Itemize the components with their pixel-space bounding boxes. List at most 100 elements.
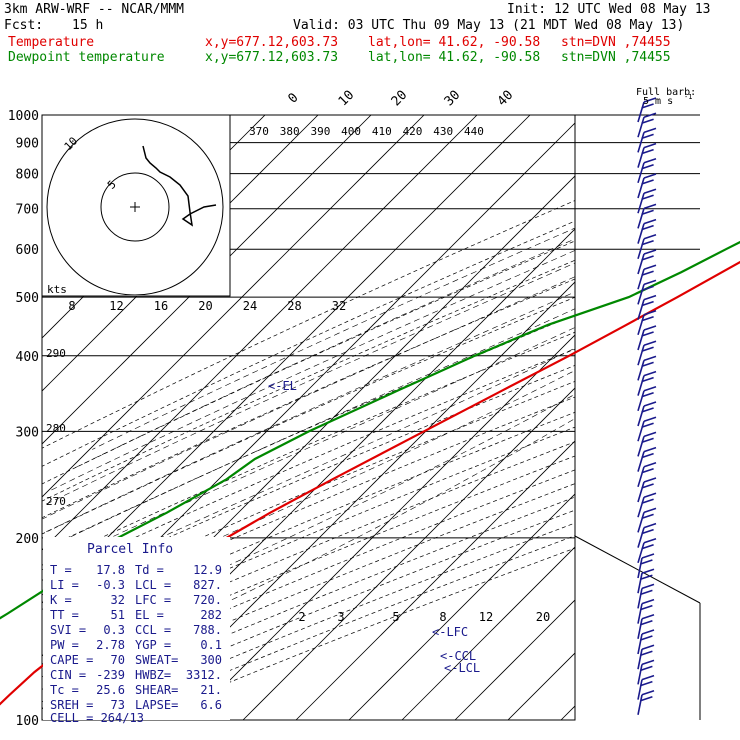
isotherm-label: 20 xyxy=(389,88,411,110)
wind-barb-shaft xyxy=(637,192,645,214)
legend-dewpoint-xy: x,y=677.12,603.73 xyxy=(205,50,339,65)
isotherm-line xyxy=(189,334,575,720)
parcel-info-cell: CAPE = xyxy=(50,653,93,667)
wind-barb-flag xyxy=(641,331,654,337)
wind-barb-flag xyxy=(643,325,657,331)
parcel-info-cell: LI = xyxy=(50,578,79,592)
isotherm-line xyxy=(42,115,531,604)
wind-barb-flag xyxy=(641,598,655,605)
isotherm-line xyxy=(42,115,478,551)
wind-barb-shaft xyxy=(637,694,643,715)
isotherm-line xyxy=(454,599,575,720)
wind-barb-flag xyxy=(643,264,657,270)
wind-barb-flag xyxy=(641,361,654,368)
parcel-info-cell: Td = xyxy=(135,563,164,577)
parcel-level-annotations: <-EL <-LFC <-CCL<-LCL xyxy=(268,379,480,675)
pressure-tick-label: 1000 xyxy=(8,109,39,124)
legend-temperature-latlon: lat,lon= 41.62, -90.58 xyxy=(368,35,541,50)
dry-adiabat xyxy=(42,296,575,535)
mixing-ratio-lines xyxy=(688,102,740,249)
theta-e-label: 380 xyxy=(280,125,300,138)
wind-barb-shaft xyxy=(637,603,643,624)
dry-adiabat xyxy=(42,441,575,665)
legend-dewpoint-name: Dewpoint temperature xyxy=(8,50,165,65)
wind-barb-flag xyxy=(641,553,655,559)
parcel-info-cell: 827. xyxy=(193,578,222,592)
isotherm-line xyxy=(401,546,575,720)
mixing-ratio-label: 28 xyxy=(287,299,301,313)
parcel-info-cell: 6.6 xyxy=(200,698,222,712)
isotherm-line xyxy=(42,115,425,498)
parcel-info-rows: T = 17.8 Td = 12.9 LI = -0.3 LCL = 827. K = 32 LFC… xyxy=(50,563,222,712)
isotherm-label: 0 xyxy=(285,90,301,106)
forecast-hour: 15 h xyxy=(72,18,104,33)
parcel-info-cell: SWEAT= xyxy=(135,653,178,667)
pressure-tick-label: 900 xyxy=(16,137,39,152)
theta-e-label: 430 xyxy=(433,125,453,138)
wind-barb-flag xyxy=(640,604,653,611)
wind-barb-flag xyxy=(641,224,654,231)
moist-adiabat xyxy=(42,308,575,551)
wind-barb-shaft xyxy=(637,451,645,472)
forecast-label: Fcst: xyxy=(4,18,44,33)
parcel-info-cell: 32 xyxy=(111,593,125,607)
wind-barb-flag xyxy=(643,492,657,498)
wind-barb-flag xyxy=(641,392,654,398)
parcel-info-background xyxy=(43,537,230,720)
wind-barb-flag xyxy=(640,650,653,656)
mixing-ratio-label: 12 xyxy=(479,610,493,624)
parcel-info-cell: 3312. xyxy=(186,668,222,682)
wind-barb-shaft xyxy=(637,481,645,503)
wind-barb-shaft xyxy=(637,132,645,153)
barb-legend-title: Full barb: xyxy=(636,87,696,98)
dry-adiabat xyxy=(42,314,575,551)
wind-barb-flag xyxy=(641,452,654,459)
wind-barb-flag xyxy=(641,103,654,109)
theta-e-label: 390 xyxy=(310,125,330,138)
wind-barb-shaft xyxy=(637,588,643,609)
parcel-info-cell: 17.8 xyxy=(96,563,125,577)
isotherm-line xyxy=(348,493,575,720)
wind-barb-flag xyxy=(640,696,653,702)
wind-barb-flag xyxy=(641,376,654,383)
parcel-info-cell: LAPSE= xyxy=(135,698,178,712)
parcel-info-cell: 21. xyxy=(200,683,222,697)
wind-barb-flag xyxy=(643,294,657,301)
wind-barb-shaft xyxy=(637,329,645,351)
moist-adiabat xyxy=(92,227,575,450)
dry-adiabat xyxy=(42,259,575,502)
wind-barb-shaft xyxy=(637,436,645,457)
wind-barb-flag xyxy=(641,285,654,292)
wind-barb-flag xyxy=(641,468,654,474)
wind-barb-shaft xyxy=(637,162,645,184)
wind-barb-flag xyxy=(641,316,654,322)
wind-barb-flag xyxy=(641,346,654,352)
wind-barb-flag xyxy=(643,431,657,438)
theta-e-labels: 370 380 390 400 410 420 430 440 xyxy=(249,125,484,138)
parcel-info-cell: K = xyxy=(50,593,72,607)
legend-temperature-xy: x,y=677.12,603.73 xyxy=(205,35,339,50)
mixing-ratio-line xyxy=(714,102,740,249)
parcel-info-cell: PW = xyxy=(50,638,79,652)
wind-barb-flag xyxy=(643,477,657,483)
wind-barb-flag xyxy=(643,218,657,225)
wind-barb-shaft xyxy=(637,177,645,199)
hodograph-ring-inner xyxy=(100,172,170,242)
isotherm-line xyxy=(560,705,575,720)
parcel-info-cell: CIN = xyxy=(50,668,86,682)
wind-barb-shaft xyxy=(637,664,643,685)
wind-barb-flag xyxy=(643,173,657,179)
wind-barb-flag xyxy=(641,407,654,413)
parcel-info-box: Parcel Info T = 17.8 Td = 12.9 LI = -0.3 LCL =… xyxy=(43,537,230,725)
parcel-info-cell: -239 xyxy=(96,668,125,682)
parcel-info-cell: -0.3 xyxy=(96,578,125,592)
wind-barb-flag xyxy=(641,437,654,444)
wind-barb-shaft xyxy=(637,314,645,336)
wind-barb-flag xyxy=(641,644,655,650)
theta-e-label: 370 xyxy=(249,125,269,138)
mixing-ratio-label: 8 xyxy=(439,610,446,624)
isotherm-label: 40 xyxy=(495,88,517,110)
hodograph-unit-label: kts xyxy=(47,283,67,296)
valid-time: Valid: 03 UTC Thu 09 May 13 (21 MDT Wed … xyxy=(293,18,685,33)
